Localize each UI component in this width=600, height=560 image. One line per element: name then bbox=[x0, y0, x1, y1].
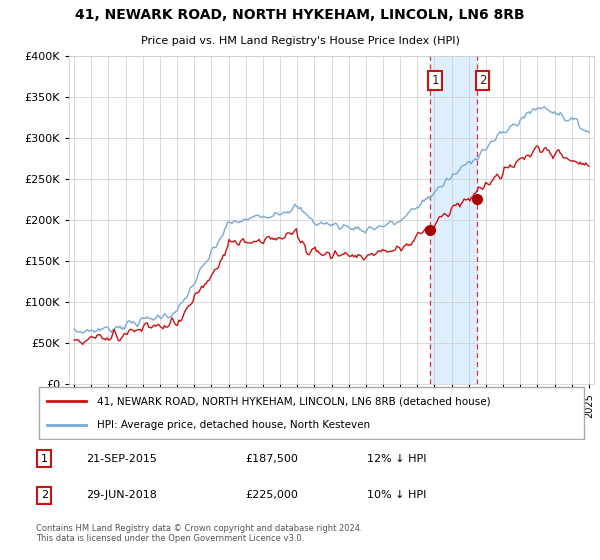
Text: Price paid vs. HM Land Registry's House Price Index (HPI): Price paid vs. HM Land Registry's House … bbox=[140, 36, 460, 46]
Text: 21-SEP-2015: 21-SEP-2015 bbox=[86, 454, 157, 464]
Text: £187,500: £187,500 bbox=[246, 454, 299, 464]
Text: 2: 2 bbox=[41, 490, 48, 500]
Text: 41, NEWARK ROAD, NORTH HYKEHAM, LINCOLN, LN6 8RB: 41, NEWARK ROAD, NORTH HYKEHAM, LINCOLN,… bbox=[75, 8, 525, 22]
FancyBboxPatch shape bbox=[39, 388, 584, 438]
Text: £225,000: £225,000 bbox=[246, 490, 299, 500]
Text: 29-JUN-2018: 29-JUN-2018 bbox=[86, 490, 157, 500]
Text: 10% ↓ HPI: 10% ↓ HPI bbox=[367, 490, 427, 500]
Text: HPI: Average price, detached house, North Kesteven: HPI: Average price, detached house, Nort… bbox=[97, 419, 370, 430]
Text: 41, NEWARK ROAD, NORTH HYKEHAM, LINCOLN, LN6 8RB (detached house): 41, NEWARK ROAD, NORTH HYKEHAM, LINCOLN,… bbox=[97, 396, 490, 407]
Text: 12% ↓ HPI: 12% ↓ HPI bbox=[367, 454, 427, 464]
Text: Contains HM Land Registry data © Crown copyright and database right 2024.
This d: Contains HM Land Registry data © Crown c… bbox=[36, 524, 362, 543]
Bar bbox=[430, 56, 477, 384]
Text: 2: 2 bbox=[479, 74, 487, 87]
Text: 1: 1 bbox=[431, 74, 439, 87]
Text: 1: 1 bbox=[41, 454, 48, 464]
